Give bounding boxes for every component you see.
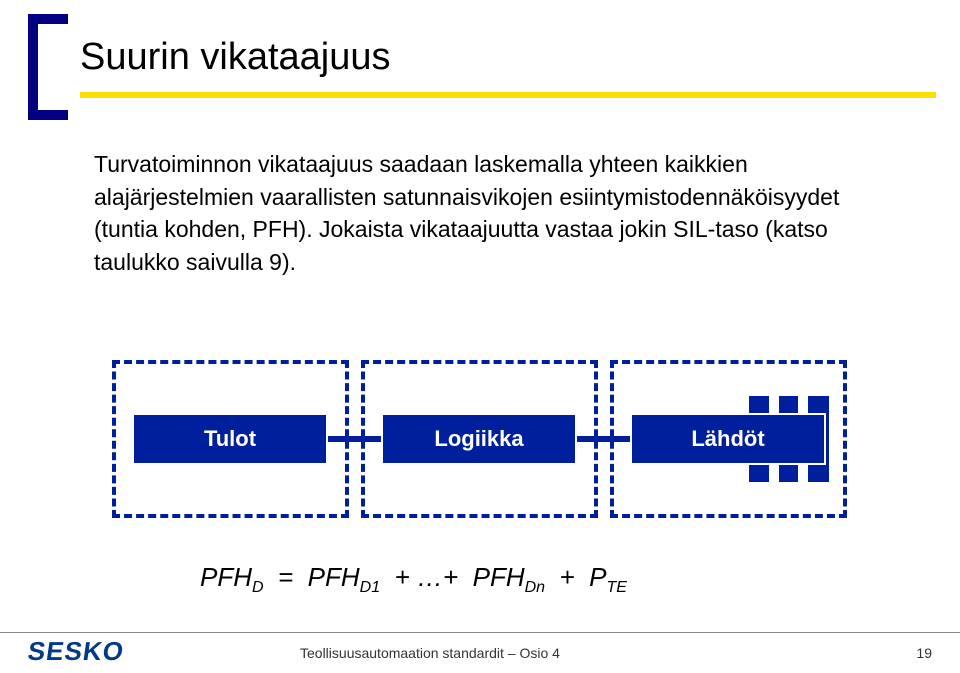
- formula-t1-base: PFH: [308, 562, 360, 592]
- formula-lhs-sub: D: [252, 579, 264, 596]
- formula-eq: =: [278, 562, 293, 592]
- logo-text: SESKO: [26, 636, 126, 667]
- box-logic-label: Logiikka: [434, 426, 523, 452]
- formula-lhs-base: PFH: [200, 562, 252, 592]
- connector-1: [328, 436, 381, 442]
- formula-t1-sub: D1: [360, 579, 380, 596]
- footer-divider: [0, 632, 960, 633]
- page-number: 19: [916, 645, 932, 661]
- title-bracket: [28, 14, 68, 120]
- formula-t2-sub: Dn: [525, 579, 545, 596]
- formula-t3-base: P: [589, 562, 606, 592]
- block-diagram: Tulot Logiikka Lähdöt: [112, 360, 848, 518]
- formula-plus2: +: [560, 562, 575, 592]
- connector-2: [577, 436, 630, 442]
- box-logic: Logiikka: [381, 413, 577, 465]
- body-paragraph: Turvatoiminnon vikataajuus saadaan laske…: [94, 148, 884, 279]
- box-outputs: Lähdöt: [630, 413, 826, 465]
- title-underline: [80, 92, 936, 98]
- box-inputs: Tulot: [132, 413, 328, 465]
- box-outputs-label: Lähdöt: [691, 426, 764, 452]
- box-inputs-label: Tulot: [204, 426, 256, 452]
- footer-text: Teollisuusautomaation standardit – Osio …: [300, 645, 560, 661]
- formula-plus1: + …+: [395, 562, 459, 592]
- formula-t3-sub: TE: [607, 579, 627, 596]
- formula-t2-base: PFH: [473, 562, 525, 592]
- page-title: Suurin vikataajuus: [80, 36, 391, 79]
- formula: PFHD = PFHD1 + …+ PFHDn + PTE: [200, 562, 627, 597]
- logo: SESKO: [28, 636, 124, 667]
